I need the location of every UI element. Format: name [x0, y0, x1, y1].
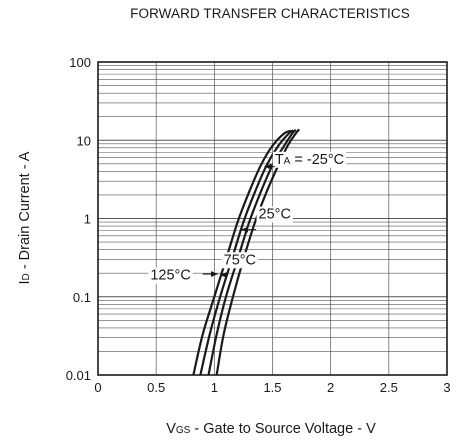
- y-tick-label: 0.1: [73, 290, 91, 305]
- annotation-background: [221, 252, 259, 269]
- series-line-25C: [207, 129, 297, 376]
- series-annotation: TA = -25°C: [275, 152, 344, 168]
- x-tick-label: 1.5: [263, 380, 281, 395]
- series-annotation: 75°C: [224, 252, 256, 268]
- series-line-75C: [199, 129, 295, 376]
- curves: [192, 128, 301, 376]
- series-annotation: 25°C: [259, 207, 291, 223]
- annotation-background: [272, 151, 347, 168]
- x-tick-label: 3: [443, 380, 450, 395]
- x-axis-label: VGS - Gate to Source Voltage - V: [166, 421, 376, 437]
- x-tick-label: 2.5: [380, 380, 398, 395]
- chart-title: FORWARD TRANSFER CHARACTERISTICS: [130, 6, 410, 21]
- y-tick-label: 100: [69, 55, 91, 70]
- tick-labels: 0 0.5 1 1.5 2 2.5 3 0.01 0.1 1 10 100: [66, 55, 451, 395]
- x-tick-label: 0: [94, 380, 101, 395]
- annotation-background: [256, 206, 293, 223]
- series-line-125C: [192, 129, 292, 376]
- annotation-background: [148, 267, 193, 284]
- y-tick-label: 1: [84, 212, 91, 227]
- y-tick-label: 10: [77, 133, 91, 148]
- annotations: TA = -25°C 25°C 75°C 125°C: [148, 151, 347, 284]
- series-annotation: 125°C: [150, 268, 190, 284]
- plot-frame: [97, 61, 448, 376]
- y-tick-label: 0.01: [66, 368, 91, 383]
- x-tick-label: 1: [211, 380, 218, 395]
- x-tick-label: 2: [327, 380, 334, 395]
- x-tick-label: 0.5: [147, 380, 165, 395]
- y-axis-label: ID - Drain Current - A: [17, 151, 33, 284]
- series-line--25C: [215, 128, 301, 376]
